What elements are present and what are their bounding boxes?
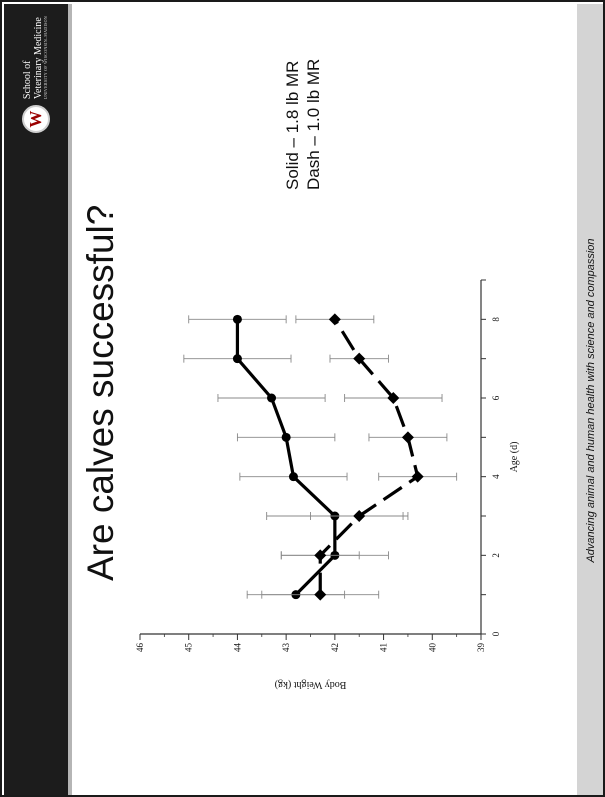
data-point <box>411 470 424 483</box>
chart-legend: Solid – 1.8 lb MR Dash – 1.0 lb MR <box>282 59 324 190</box>
x-axis-title: Age (d) <box>509 442 520 473</box>
y-tick-label: 42 <box>330 643 340 652</box>
x-tick-label: 8 <box>491 317 501 322</box>
data-point <box>314 588 327 601</box>
slide: W School of Veterinary Medicine UNIVERSI… <box>4 4 603 795</box>
data-point <box>288 472 298 482</box>
y-tick-label: 39 <box>476 643 486 653</box>
data-point <box>281 432 291 442</box>
y-tick-label: 43 <box>281 643 291 653</box>
solid-line <box>235 319 337 596</box>
data-point <box>353 352 366 365</box>
solid-series <box>183 314 404 600</box>
y-tick-label: 45 <box>184 643 194 653</box>
data-point <box>232 314 242 324</box>
data-point <box>353 510 366 522</box>
data-point <box>401 431 414 444</box>
data-point <box>387 392 400 404</box>
data-point <box>232 354 242 364</box>
y-tick-label: 40 <box>427 643 437 653</box>
footer-tagline: Advancing animal and human health with s… <box>585 238 597 563</box>
y-tick-label: 44 <box>232 643 242 653</box>
dash-series <box>261 313 458 601</box>
legend-dash: Dash – 1.0 lb MR <box>304 58 323 190</box>
chart-series <box>183 313 458 601</box>
legend-solid: Solid – 1.8 lb MR <box>283 60 302 190</box>
dash-line <box>318 318 420 595</box>
y-axis-title: Body Weight (kg) <box>275 679 347 690</box>
y-tick-label: 41 <box>379 643 389 652</box>
x-tick-label: 2 <box>491 553 501 558</box>
data-point <box>328 313 341 326</box>
y-tick-label: 46 <box>135 643 145 653</box>
x-tick-label: 4 <box>491 474 501 479</box>
x-tick-label: 0 <box>491 631 501 636</box>
x-tick-label: 6 <box>491 395 501 400</box>
data-point <box>267 393 277 403</box>
